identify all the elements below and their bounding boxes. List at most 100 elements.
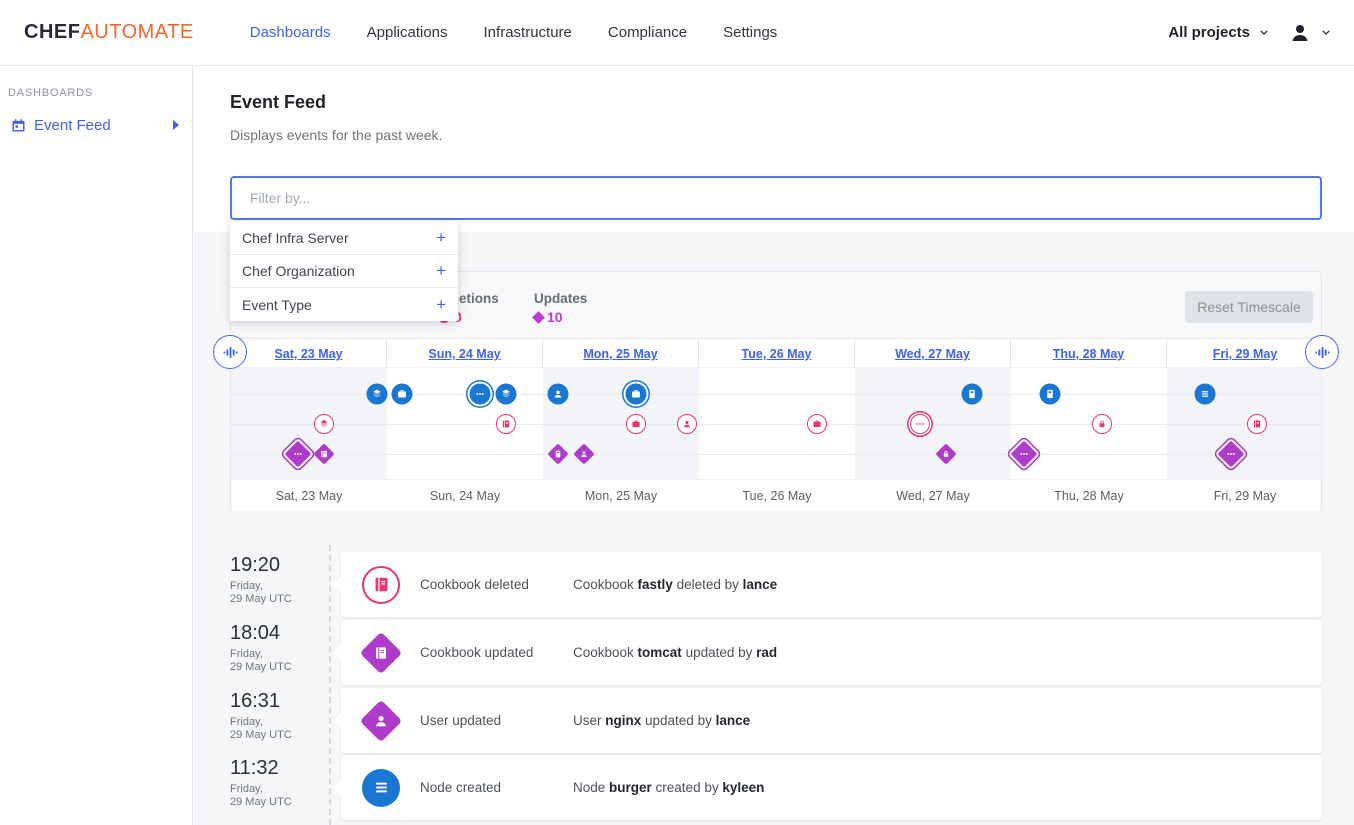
- timeline-day-header-cell: Fri, 29 May: [1167, 339, 1323, 369]
- update-event-marker-ellipsis-icon[interactable]: [1010, 440, 1038, 468]
- timeline-day-header-cell: Mon, 25 May: [543, 339, 699, 369]
- delete-event-marker-cookbook-icon[interactable]: [496, 414, 516, 434]
- event-type-label: Node created: [420, 780, 502, 795]
- timescale-scroll-left-button[interactable]: [213, 335, 247, 369]
- day-link-sun-24-may[interactable]: Sun, 24 May: [428, 347, 501, 361]
- event-day: Friday,: [230, 580, 263, 592]
- filter-dropdown: Chef Infra Server + Chef Organization + Even…: [230, 222, 458, 321]
- updates-count-value: 10: [547, 309, 563, 325]
- event-description: Cookbook tomcat updated by rad: [573, 645, 778, 660]
- filter-dropdown-item-chef-organization[interactable]: Chef Organization +: [230, 255, 458, 288]
- day-link-mon-25-may[interactable]: Mon, 25 May: [583, 347, 658, 361]
- delete-event-marker-layers-icon[interactable]: [314, 414, 334, 434]
- filter-category-label: Chef Organization: [242, 263, 355, 279]
- day-link-thu-28-may[interactable]: Thu, 28 May: [1052, 347, 1125, 361]
- timeline-day-footer-label: Tue, 26 May: [742, 489, 812, 503]
- nav-item-applications[interactable]: Applications: [366, 24, 448, 41]
- chevron-down-icon[interactable]: [1256, 25, 1272, 41]
- project-selector[interactable]: All projects: [1168, 24, 1250, 41]
- user-avatar-icon[interactable]: [1288, 21, 1312, 45]
- event-feed-timeline-rule: [329, 545, 331, 825]
- delete-event-marker-ellipsis-icon[interactable]: [910, 414, 930, 434]
- logo-automate: AUTOMATE: [80, 21, 194, 43]
- card-pointer: [333, 779, 341, 796]
- cookbook-icon: [362, 565, 400, 604]
- event-date: 29 May UTC: [230, 661, 292, 673]
- delete-event-marker-briefcase-icon[interactable]: [807, 414, 827, 434]
- card-pointer: [333, 712, 341, 729]
- update-event-marker-user-icon[interactable]: [573, 443, 595, 465]
- day-link-sat-23-may[interactable]: Sat, 23 May: [274, 347, 343, 361]
- add-filter-icon[interactable]: +: [436, 228, 446, 247]
- sidebar: DASHBOARDS Event Feed: [0, 66, 193, 825]
- event-time-value: 19:20: [230, 554, 281, 576]
- sidebar-item-event-feed[interactable]: Event Feed: [0, 110, 193, 140]
- timeline-column-stripe: [1167, 368, 1323, 479]
- logo-chef: CHEF: [24, 21, 81, 43]
- day-link-fri-29-may[interactable]: Fri, 29 May: [1212, 347, 1278, 361]
- event-day: Friday,: [230, 783, 263, 795]
- create-event-marker-node-icon[interactable]: [1194, 383, 1216, 405]
- timeline-column-stripe: [855, 368, 1011, 479]
- event-day: Friday,: [230, 716, 263, 728]
- filter-dropdown-item-chef-infra-server[interactable]: Chef Infra Server +: [230, 222, 458, 255]
- delete-event-marker-user-icon[interactable]: [677, 414, 697, 434]
- event-date: 29 May UTC: [230, 729, 292, 741]
- card-pointer: [333, 576, 341, 593]
- day-link-wed-27-may[interactable]: Wed, 27 May: [895, 347, 970, 361]
- delete-event-marker-cookbook-icon[interactable]: [1247, 414, 1267, 434]
- create-event-marker-briefcase-icon[interactable]: [391, 383, 413, 405]
- page-title: Event Feed: [230, 92, 327, 112]
- timeline-day-footer: Sat, 23 May Sun, 24 May Mon, 25 May Tue, 26…: [231, 479, 1321, 511]
- create-event-marker-client-icon[interactable]: [1039, 383, 1061, 405]
- timeline-day-header-cell: Sat, 23 May: [231, 339, 387, 369]
- filter-dropdown-item-event-type[interactable]: Event Type +: [230, 288, 458, 321]
- nav-item-dashboards[interactable]: Dashboards: [249, 24, 331, 41]
- nav-item-settings[interactable]: Settings: [723, 24, 778, 41]
- update-event-marker-client-icon[interactable]: [547, 443, 569, 465]
- update-event-marker-ellipsis-icon[interactable]: [284, 440, 312, 468]
- sidebar-item-label: Event Feed: [34, 116, 111, 134]
- timeline-gridline: [231, 424, 1321, 425]
- timeline-body: [231, 368, 1323, 479]
- event-card-node-created: Node created Node burger created by kylee…: [333, 755, 1322, 820]
- filter-category-label: Chef Infra Server: [242, 230, 349, 246]
- stat-updates-count: 10: [532, 309, 563, 325]
- timescale-scroll-right-button[interactable]: [1305, 335, 1339, 369]
- delete-event-marker-lock-icon[interactable]: [1092, 414, 1112, 434]
- delete-event-marker-briefcase-icon[interactable]: [626, 414, 646, 434]
- reset-timescale-button[interactable]: Reset Timescale: [1185, 291, 1313, 323]
- filter-input[interactable]: [230, 176, 1322, 220]
- add-filter-icon[interactable]: +: [436, 261, 446, 280]
- timeline-day-header-cell: Thu, 28 May: [1011, 339, 1167, 369]
- nav-item-infrastructure[interactable]: Infrastructure: [483, 24, 572, 41]
- nav-item-compliance[interactable]: Compliance: [607, 24, 688, 41]
- event-date: 29 May UTC: [230, 593, 292, 605]
- top-navigation: CHEFAUTOMATE Dashboards Applications Infra…: [0, 0, 1354, 66]
- chef-automate-logo[interactable]: CHEFAUTOMATE: [24, 21, 194, 44]
- create-event-marker-layers-icon[interactable]: [495, 383, 517, 405]
- timeline-day-footer-label: Thu, 28 May: [1054, 489, 1124, 503]
- event-description: Node burger created by kyleen: [573, 780, 765, 795]
- chevron-down-icon[interactable]: [1318, 25, 1334, 41]
- create-event-marker-layers-icon[interactable]: [366, 383, 388, 405]
- update-event-marker-lock-icon[interactable]: [935, 443, 957, 465]
- timeline-day-header: Sat, 23 May Sun, 24 May Mon, 25 May Tue, 26…: [231, 338, 1323, 369]
- update-event-marker-cookbook-icon[interactable]: [313, 443, 335, 465]
- create-event-marker-ellipsis-icon[interactable]: [469, 383, 491, 405]
- expand-arrow-icon[interactable]: [173, 120, 179, 130]
- event-type-label: User updated: [420, 713, 502, 728]
- create-event-marker-user-icon[interactable]: [547, 383, 569, 405]
- create-event-marker-briefcase-icon[interactable]: [625, 383, 647, 405]
- add-filter-icon[interactable]: +: [436, 294, 446, 314]
- create-event-marker-client-icon[interactable]: [961, 383, 983, 405]
- event-card-cookbook-updated: Cookbook updated Cookbook tomcat updated …: [333, 620, 1322, 685]
- user-icon: [359, 699, 403, 742]
- timeline-day-header-cell: Sun, 24 May: [387, 339, 543, 369]
- calendar-icon: [10, 117, 27, 134]
- event-time: 19:20 Friday, 29 May UTC: [230, 554, 325, 606]
- day-link-tue-26-may[interactable]: Tue, 26 May: [741, 347, 812, 361]
- update-event-marker-ellipsis-icon[interactable]: [1217, 440, 1245, 468]
- timeline-column-stripe: [543, 368, 699, 479]
- event-day: Friday,: [230, 648, 263, 660]
